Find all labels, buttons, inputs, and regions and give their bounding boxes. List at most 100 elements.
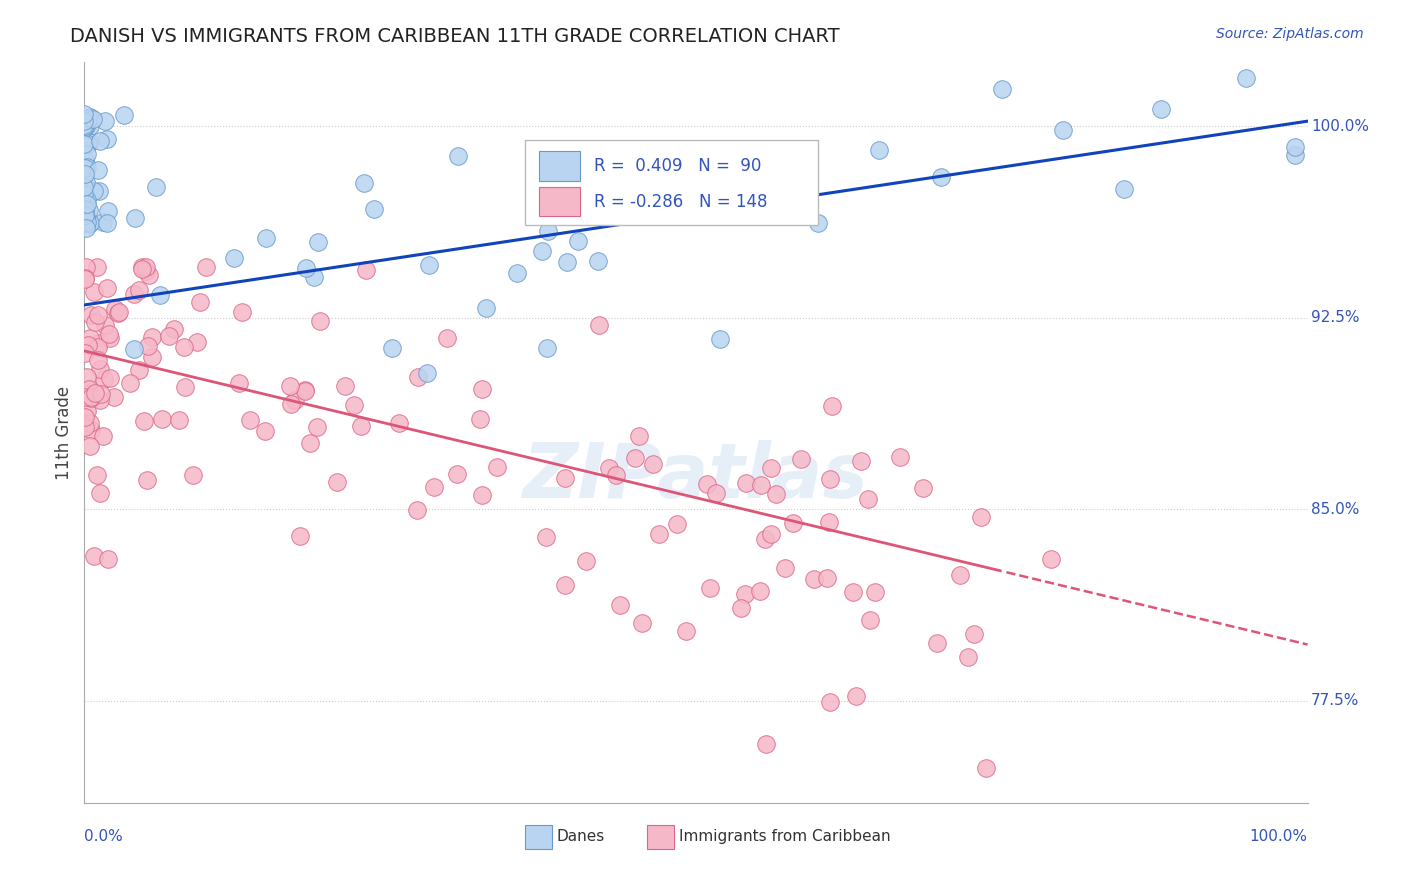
Point	[76, 338, 98, 352]
Point	[98, 326, 121, 341]
Point	[631, 616, 654, 631]
Point	[294, 260, 316, 275]
Point	[969, 509, 991, 524]
Point	[628, 429, 651, 443]
Text: DANISH VS IMMIGRANTS FROM CARIBBEAN 11TH GRADE CORRELATION CHART: DANISH VS IMMIGRANTS FROM CARIBBEAN 11TH…	[70, 27, 839, 45]
Point	[83, 549, 105, 563]
Point	[845, 689, 868, 703]
Point	[949, 567, 972, 582]
Point	[574, 554, 596, 568]
Point	[759, 527, 782, 541]
Point	[1284, 140, 1306, 154]
Point	[803, 572, 825, 586]
Point	[75, 220, 97, 235]
Point	[709, 332, 731, 346]
Point	[765, 486, 787, 500]
Point	[87, 352, 110, 367]
Point	[82, 112, 104, 127]
Point	[122, 286, 145, 301]
Point	[927, 636, 949, 650]
Point	[254, 424, 277, 438]
Point	[929, 169, 952, 184]
Point	[299, 436, 322, 450]
Point	[76, 370, 98, 384]
Point	[138, 268, 160, 283]
Point	[704, 486, 727, 500]
Point	[406, 503, 429, 517]
Point	[1040, 552, 1063, 566]
Point	[239, 413, 262, 427]
Text: 85.0%: 85.0%	[1312, 501, 1360, 516]
Point	[534, 530, 557, 544]
Point	[93, 371, 115, 385]
Point	[222, 252, 245, 266]
Point	[79, 416, 101, 430]
Point	[308, 235, 330, 249]
Point	[79, 216, 101, 230]
Point	[73, 180, 96, 194]
Point	[856, 491, 879, 506]
Point	[91, 214, 114, 228]
Point	[294, 383, 316, 397]
Point	[849, 454, 872, 468]
Point	[363, 202, 385, 217]
Text: 100.0%: 100.0%	[1250, 829, 1308, 844]
Point	[76, 404, 98, 418]
Point	[734, 587, 756, 601]
Point	[280, 397, 302, 411]
Point	[406, 369, 429, 384]
Text: 77.5%: 77.5%	[1312, 693, 1360, 708]
Point	[73, 157, 96, 171]
Point	[76, 193, 98, 207]
Point	[173, 379, 195, 393]
Point	[80, 308, 103, 322]
FancyBboxPatch shape	[540, 152, 579, 181]
Point	[75, 208, 97, 222]
Point	[609, 598, 631, 612]
Point	[75, 260, 97, 274]
Point	[86, 260, 108, 274]
Point	[73, 113, 96, 128]
Point	[254, 230, 277, 244]
Point	[98, 331, 121, 345]
Point	[598, 461, 620, 475]
Point	[87, 184, 110, 198]
Point	[96, 216, 118, 230]
Point	[418, 258, 440, 272]
Point	[135, 260, 157, 274]
Point	[863, 585, 886, 599]
Point	[120, 376, 142, 390]
FancyBboxPatch shape	[524, 825, 551, 848]
Point	[73, 184, 96, 198]
Point	[73, 345, 96, 359]
Point	[75, 120, 97, 134]
Point	[790, 451, 813, 466]
Point	[112, 108, 135, 122]
Point	[73, 106, 96, 120]
Point	[131, 262, 153, 277]
Text: Immigrants from Caribbean: Immigrants from Caribbean	[679, 830, 890, 845]
Point	[73, 202, 96, 217]
Point	[818, 515, 841, 529]
Point	[135, 473, 157, 487]
Point	[136, 338, 159, 352]
Point	[104, 301, 127, 316]
Point	[353, 177, 375, 191]
Point	[107, 305, 129, 319]
Point	[100, 370, 122, 384]
Point	[471, 382, 494, 396]
Point	[87, 340, 110, 354]
Point	[991, 82, 1014, 96]
Point	[83, 315, 105, 329]
Point	[747, 179, 769, 194]
Point	[343, 398, 366, 412]
Point	[73, 215, 96, 229]
Point	[475, 301, 498, 315]
Point	[859, 613, 882, 627]
Point	[648, 526, 671, 541]
Point	[354, 262, 377, 277]
Point	[87, 163, 110, 178]
Point	[1236, 70, 1258, 85]
Point	[75, 119, 97, 133]
Point	[388, 417, 411, 431]
